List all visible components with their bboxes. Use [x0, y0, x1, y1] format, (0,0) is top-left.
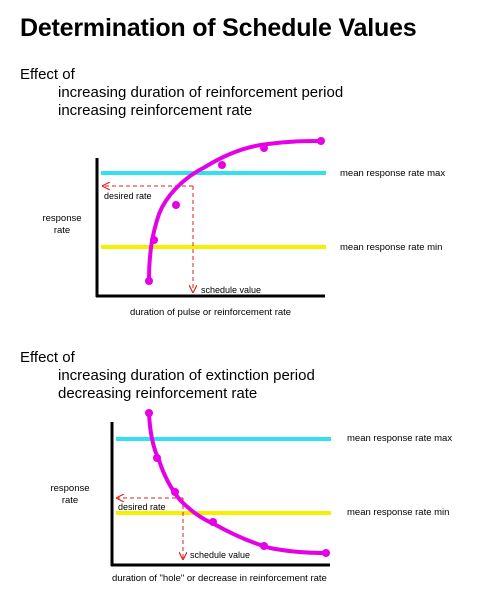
- panel1-y-axis-label-line2: rate: [53, 225, 71, 236]
- panel2-curve-point: [322, 549, 330, 557]
- panel2-min-label: mean response rate min: [347, 507, 450, 518]
- panel1-condition-line1: increasing duration of reinforcement per…: [58, 84, 344, 101]
- panel1-y-axis-label-line1: response: [42, 213, 82, 224]
- panel2-curve-point: [209, 518, 217, 526]
- panel1-chart: [95, 137, 326, 298]
- panel2-condition-line1: increasing duration of extinction period: [58, 367, 315, 384]
- panel1-curve-point: [317, 137, 325, 145]
- panel1-response-curve: [147, 139, 323, 283]
- panel1-condition-line2: increasing reinforcement rate: [58, 102, 253, 119]
- panel2-y-axis-label-line1: response: [50, 483, 90, 494]
- panel2-y-axis-label: response rate: [48, 483, 92, 507]
- panel2-chart: [110, 409, 331, 567]
- panel2-response-curve: [147, 411, 328, 555]
- panel1-desired-rate-label: desired rate: [104, 191, 152, 201]
- panel1-effect-label: Effect of: [20, 66, 75, 83]
- panel2-condition-line2: decreasing reinforcement rate: [58, 385, 258, 402]
- panel2-curve-point: [260, 542, 268, 550]
- page-title: Determination of Schedule Values: [20, 14, 417, 42]
- panel1-max-label: mean response rate max: [340, 168, 446, 179]
- panel2-schedule-value-label: schedule value: [190, 550, 251, 560]
- panel2-x-axis-label: duration of "hole" or decrease in reinfo…: [112, 573, 327, 584]
- panel1-curve-point: [172, 201, 180, 209]
- panel1-curve-point: [145, 277, 153, 285]
- panel2-max-label: mean response rate max: [347, 433, 453, 444]
- panel1-curve-point: [218, 161, 226, 169]
- panel1-curve-point: [260, 144, 268, 152]
- panel2-curve-point: [145, 409, 153, 417]
- panel1-min-label: mean response rate min: [340, 242, 443, 253]
- panel2-y-axis-label-line2: rate: [61, 495, 79, 506]
- panel1-x-axis-label: duration of pulse or reinforcement rate: [130, 307, 292, 318]
- panel2-curve-point: [171, 488, 179, 496]
- panel2-curve-point: [153, 454, 161, 462]
- panel2-desired-rate-label: desired rate: [118, 502, 166, 512]
- panel1-schedule-value-label: schedule value: [201, 285, 262, 295]
- panel2-effect-label: Effect of: [20, 349, 75, 366]
- panel1-y-axis-label: response rate: [40, 213, 84, 237]
- panel1-curve-point: [150, 236, 158, 244]
